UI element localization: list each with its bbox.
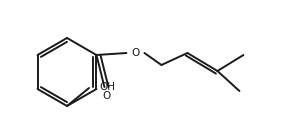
Text: O: O (131, 48, 139, 58)
Text: O: O (102, 91, 110, 101)
Text: OH: OH (99, 82, 115, 92)
